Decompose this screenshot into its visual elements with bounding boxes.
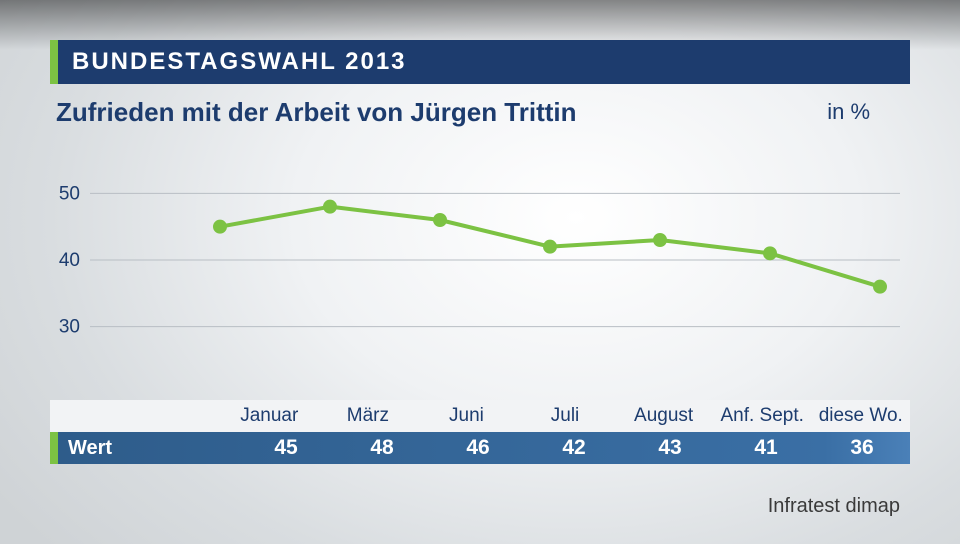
- svg-text:50: 50: [59, 183, 80, 204]
- canvas: BUNDESTAGSWAHL 2013 Zufrieden mit der Ar…: [0, 0, 960, 544]
- chart-area: 30 40 50: [50, 150, 910, 390]
- subtitle: Zufrieden mit der Arbeit von Jürgen Trit…: [50, 97, 577, 128]
- svg-text:40: 40: [59, 250, 80, 271]
- header-title: BUNDESTAGSWAHL 2013: [58, 40, 910, 84]
- category-cell: Anf. Sept.: [713, 400, 812, 432]
- value-cell: 43: [622, 432, 718, 464]
- value-cell: 41: [718, 432, 814, 464]
- category-row: JanuarMärzJuniJuliAugustAnf. Sept.diese …: [50, 400, 910, 432]
- subtitle-row: Zufrieden mit der Arbeit von Jürgen Trit…: [50, 92, 910, 132]
- value-cells: 45484642434136: [238, 432, 910, 464]
- header-bar: BUNDESTAGSWAHL 2013: [50, 40, 910, 84]
- category-cell: Januar: [220, 400, 319, 432]
- value-row-label: Wert: [68, 437, 112, 460]
- category-cell: diese Wo.: [811, 400, 910, 432]
- value-row: Wert 45484642434136: [50, 432, 910, 464]
- value-row-label-cell: Wert: [50, 432, 238, 464]
- category-cells: JanuarMärzJuniJuliAugustAnf. Sept.diese …: [220, 400, 910, 432]
- svg-text:30: 30: [59, 317, 80, 338]
- source-label: Infratest dimap: [768, 495, 900, 518]
- line-chart-svg: 30 40 50: [50, 150, 910, 390]
- header-accent: [50, 40, 58, 84]
- category-cell: August: [614, 400, 713, 432]
- value-cell: 46: [430, 432, 526, 464]
- value-row-accent: [50, 432, 58, 464]
- category-cell: März: [319, 400, 418, 432]
- category-cell: Juli: [516, 400, 615, 432]
- value-cell: 48: [334, 432, 430, 464]
- value-cell: 36: [814, 432, 910, 464]
- category-cell: Juni: [417, 400, 516, 432]
- category-row-spacer: [50, 400, 220, 432]
- value-cell: 42: [526, 432, 622, 464]
- value-cell: 45: [238, 432, 334, 464]
- data-table: JanuarMärzJuniJuliAugustAnf. Sept.diese …: [50, 400, 910, 464]
- unit-label: in %: [827, 99, 910, 125]
